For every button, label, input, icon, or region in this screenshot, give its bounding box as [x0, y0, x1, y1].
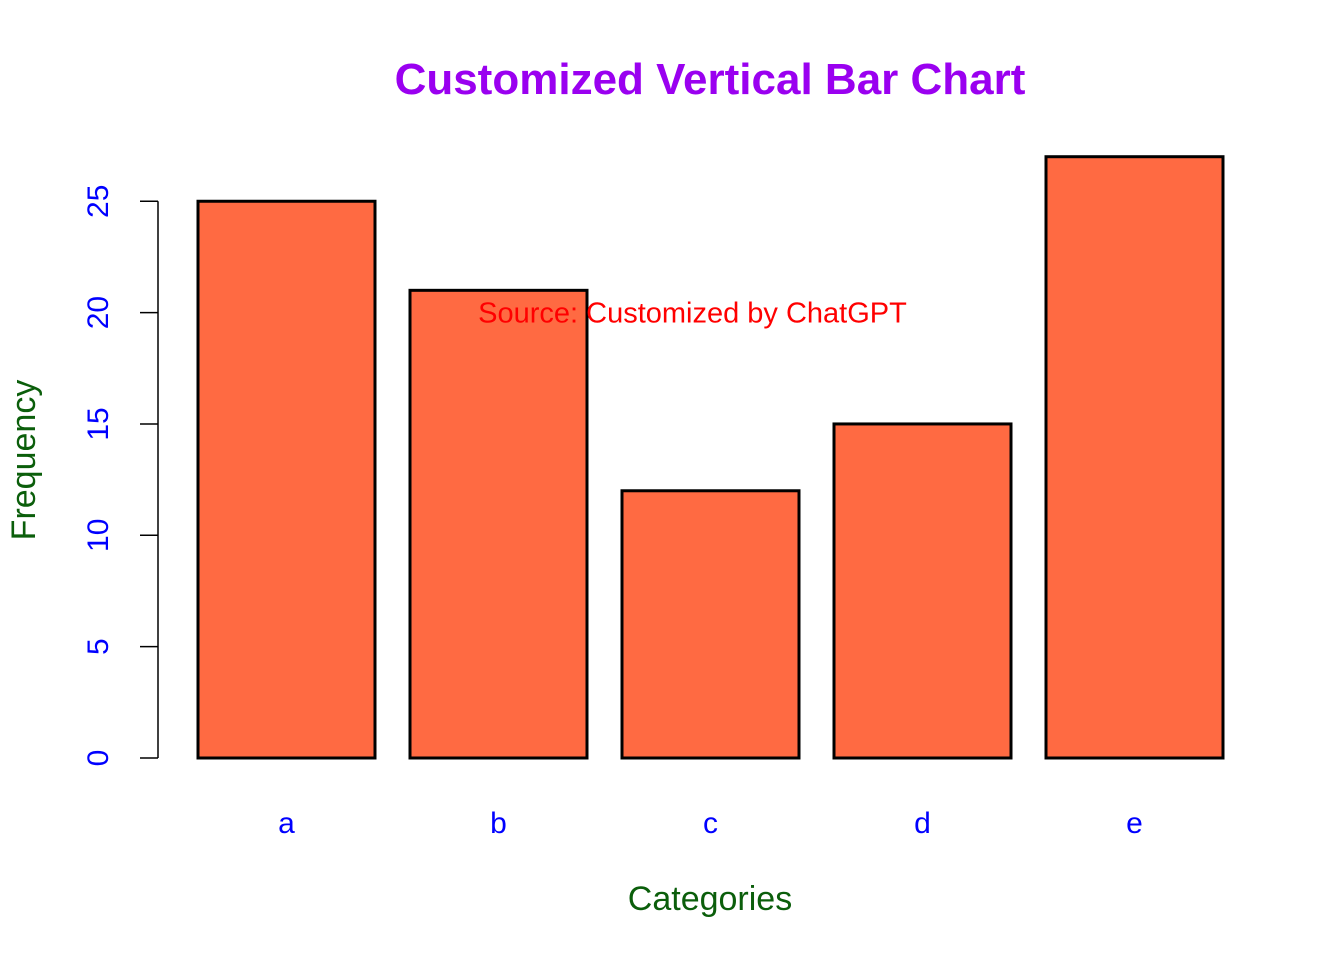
x-axis-title: Categories: [628, 880, 792, 918]
y-tick-label-5: 5: [82, 638, 115, 655]
x-tick-label-b: b: [490, 807, 507, 840]
y-tick-label-25: 25: [82, 185, 115, 218]
chart-title: Customized Vertical Bar Chart: [395, 55, 1026, 104]
y-tick-label-20: 20: [82, 296, 115, 329]
y-axis: 0 5 10 15 20 25: [82, 185, 159, 767]
x-tick-label-c: c: [703, 807, 718, 840]
bars-layer: [196, 155, 1225, 760]
source-annotation: Source: Customized by ChatGPT: [478, 298, 907, 330]
x-tick-label-e: e: [1126, 807, 1143, 840]
y-tick-label-0: 0: [82, 750, 115, 767]
y-tick-label-10: 10: [82, 519, 115, 552]
x-axis-tick-labels: a b c d e: [278, 807, 1143, 840]
bar-b: [408, 288, 589, 760]
bar-e: [1044, 155, 1225, 760]
x-tick-label-d: d: [914, 807, 931, 840]
bar-a: [196, 199, 377, 760]
bar-d: [832, 422, 1013, 760]
y-axis-title: Frequency: [5, 380, 43, 541]
x-tick-label-a: a: [278, 807, 295, 840]
y-tick-label-15: 15: [82, 407, 115, 440]
bar-c: [620, 489, 801, 760]
